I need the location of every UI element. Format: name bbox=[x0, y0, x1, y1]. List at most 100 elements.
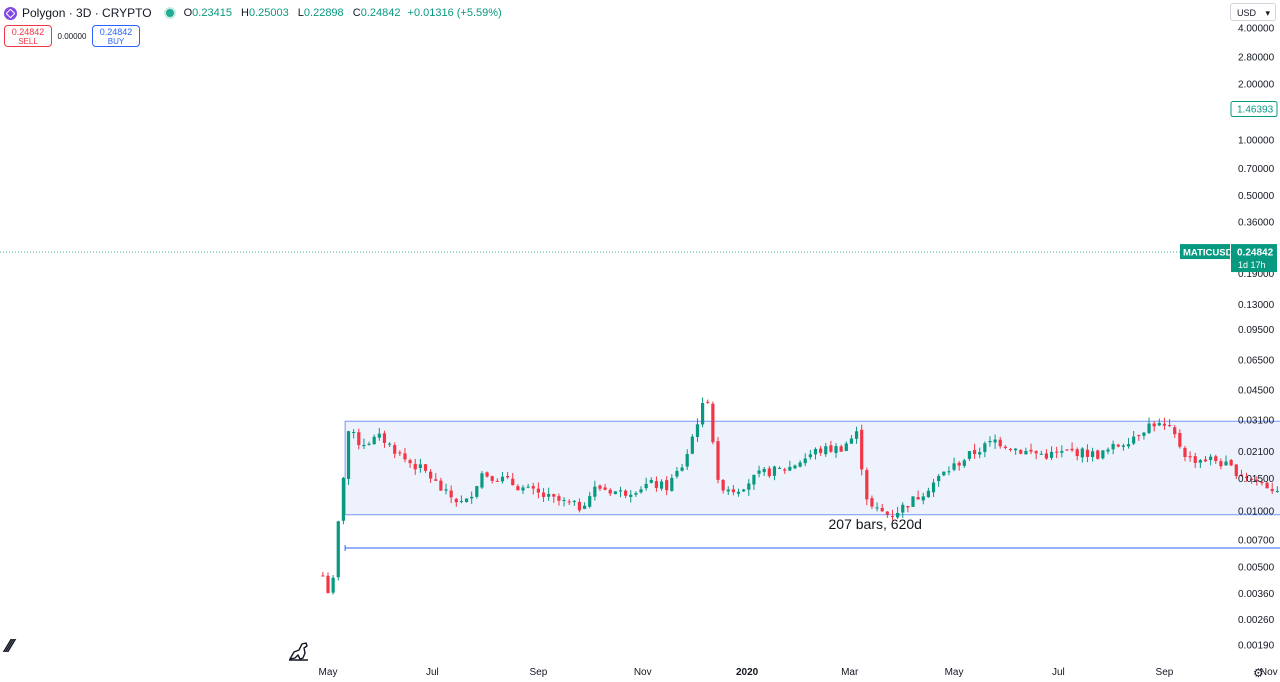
candle-body bbox=[834, 446, 838, 453]
buy-price: 0.24842 bbox=[99, 27, 133, 37]
candle-body bbox=[557, 496, 561, 501]
y-tick-label: 0.36000 bbox=[1238, 218, 1275, 229]
date-price-range-tool[interactable]: 207 bars, 620d bbox=[344, 420, 1280, 551]
y-tick-label: 1.00000 bbox=[1238, 135, 1275, 146]
price-axis[interactable]: 4.000002.800002.000001.400001.000000.700… bbox=[1238, 24, 1275, 652]
candle-body bbox=[762, 468, 766, 473]
candle-body bbox=[1137, 435, 1141, 437]
candle-body bbox=[752, 474, 756, 485]
ohlc-change: +0.01316 (+5.59%) bbox=[407, 7, 502, 19]
x-tick-label: Nov bbox=[634, 667, 652, 678]
y-tick-label: 2.00000 bbox=[1238, 79, 1275, 90]
candle-body bbox=[921, 496, 925, 501]
ohlc-high-label: H bbox=[241, 7, 249, 19]
y-tick-label: 0.02100 bbox=[1238, 447, 1275, 458]
candle-body bbox=[967, 451, 972, 459]
candle-body bbox=[757, 470, 761, 474]
candle-body bbox=[665, 480, 669, 491]
candle-body bbox=[721, 480, 725, 491]
candle-body bbox=[639, 489, 643, 493]
y-tick-label: 0.04500 bbox=[1238, 385, 1275, 396]
candle-body bbox=[1188, 456, 1192, 458]
candle-body bbox=[1049, 451, 1054, 458]
candle-body bbox=[336, 521, 340, 578]
candle-body bbox=[1111, 443, 1115, 450]
candle-body bbox=[1003, 446, 1007, 448]
candle-body bbox=[629, 494, 633, 497]
candle-body bbox=[326, 575, 330, 593]
ohlc-high-value: 0.25003 bbox=[248, 7, 289, 19]
candle-body bbox=[772, 466, 777, 476]
candle-body bbox=[464, 498, 469, 503]
settings-icon[interactable]: ⚙ bbox=[1253, 666, 1264, 680]
candle-body bbox=[1096, 450, 1100, 459]
candle-body bbox=[983, 443, 987, 452]
candle-body bbox=[352, 432, 356, 434]
candle-body bbox=[798, 462, 802, 467]
candle-body bbox=[957, 462, 961, 466]
candle-body bbox=[844, 443, 848, 451]
buy-button[interactable]: 0.24842 BUY bbox=[92, 25, 140, 47]
candle-body bbox=[860, 429, 864, 470]
candle-body bbox=[1116, 444, 1120, 447]
candle-body bbox=[1060, 450, 1064, 453]
candle-body bbox=[942, 471, 946, 476]
candle-body bbox=[1203, 459, 1208, 462]
candle-body bbox=[706, 401, 710, 403]
dino-icon[interactable] bbox=[287, 640, 311, 662]
candle-body bbox=[865, 470, 869, 500]
candle-body bbox=[808, 454, 812, 458]
candle-body bbox=[1070, 448, 1074, 451]
candle-body bbox=[531, 486, 535, 489]
ohlc-open-label: O bbox=[183, 7, 193, 19]
ohlc-low-value: 0.22898 bbox=[303, 7, 344, 19]
symbol-title[interactable]: Polygon · 3D · CRYPTO bbox=[22, 6, 152, 20]
candle-body bbox=[947, 471, 951, 473]
candle-body bbox=[1167, 425, 1172, 427]
candle-body bbox=[952, 463, 956, 470]
candle-body bbox=[1219, 461, 1223, 467]
candle-body bbox=[726, 489, 730, 492]
candle-body bbox=[588, 496, 592, 507]
candle-body bbox=[972, 450, 977, 455]
candle-body bbox=[572, 500, 576, 502]
candle-body bbox=[434, 479, 438, 481]
sell-button[interactable]: 0.24842 SELL bbox=[4, 25, 52, 47]
y-tick-label: 0.06500 bbox=[1238, 356, 1275, 367]
candlestick-series bbox=[321, 397, 1279, 595]
candle-body bbox=[839, 446, 843, 452]
candle-body bbox=[1270, 489, 1274, 492]
candle-body bbox=[1106, 449, 1110, 452]
candle-body bbox=[598, 485, 602, 489]
candle-body bbox=[1244, 476, 1249, 479]
candle-body bbox=[470, 496, 474, 499]
candle-body bbox=[582, 505, 587, 509]
candle-body bbox=[1034, 451, 1038, 454]
candle-body bbox=[1065, 449, 1069, 451]
x-tick-label: 2020 bbox=[736, 667, 759, 678]
ohlc-close-label: C bbox=[352, 7, 361, 19]
candle-body bbox=[885, 511, 889, 515]
candle-body bbox=[675, 470, 679, 477]
x-tick-label: May bbox=[945, 667, 964, 678]
candle-body bbox=[962, 460, 966, 466]
candle-body bbox=[1080, 448, 1084, 458]
tradingview-logo-icon[interactable]: ⁄⁄⁄ bbox=[6, 636, 13, 656]
time-axis[interactable]: MayJulSepNov2020MarMayJulSepNov2021MarMa… bbox=[319, 667, 1280, 678]
ohlc-low-label: L bbox=[297, 7, 304, 19]
y-tick-label: 4.00000 bbox=[1238, 24, 1275, 35]
candle-body bbox=[547, 493, 551, 497]
candle-body bbox=[495, 480, 499, 482]
candle-body bbox=[1260, 482, 1264, 484]
candle-body bbox=[1275, 490, 1279, 492]
candle-body bbox=[398, 452, 402, 454]
candle-body bbox=[423, 464, 428, 471]
candle-body bbox=[413, 463, 417, 470]
candle-body bbox=[429, 471, 433, 479]
currency-select[interactable]: USD bbox=[1230, 3, 1276, 22]
candle-body bbox=[526, 486, 530, 488]
candle-body bbox=[1091, 451, 1095, 458]
candle-body bbox=[321, 575, 325, 577]
candle-body bbox=[680, 467, 684, 471]
